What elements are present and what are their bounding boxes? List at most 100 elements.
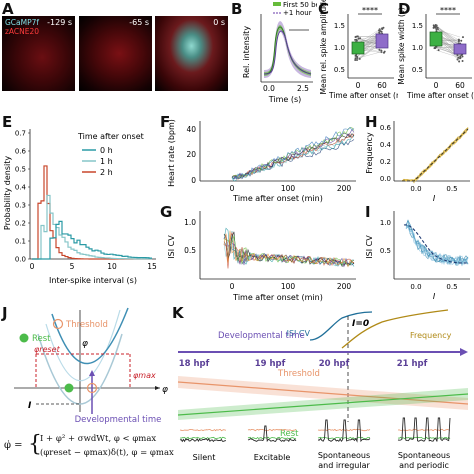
c-ylabel: Mean rel. spike amplitude bbox=[319, 0, 328, 94]
g-trace bbox=[223, 231, 355, 267]
data-point bbox=[458, 60, 461, 63]
c-box-0 bbox=[351, 41, 365, 55]
h-trace bbox=[401, 128, 469, 182]
k-regime-irregular-2: and irregular bbox=[318, 461, 370, 470]
h-ytick-2: 0.2 bbox=[380, 158, 391, 166]
j-threshold-label: Threshold bbox=[65, 320, 108, 330]
panel-i-chart: 1.0 0.5 ISI CV 0.0 0.5 I bbox=[365, 211, 470, 301]
c-significance: **** bbox=[362, 6, 378, 15]
k-regime-traces bbox=[179, 417, 451, 443]
e-ytick-label: 0.7 bbox=[15, 130, 26, 138]
f-trace bbox=[231, 133, 355, 179]
j-phi-reset: φreset bbox=[34, 345, 61, 354]
k-regime-excitable: Excitable bbox=[254, 453, 291, 462]
k-rest-trace bbox=[317, 436, 370, 440]
j-parabola-dark bbox=[51, 307, 129, 365]
data-point bbox=[457, 56, 460, 59]
f-ytick-1: 20 bbox=[186, 150, 196, 159]
h-frequency-traces bbox=[401, 127, 469, 184]
k-frequency-label: Frequency bbox=[410, 331, 452, 340]
g-ylabel: ISI CV bbox=[167, 235, 176, 259]
g-isicv-traces bbox=[223, 227, 355, 269]
k-regime-periodic-1: Spontaneous bbox=[398, 451, 450, 460]
data-point bbox=[437, 49, 440, 52]
i-xtick-1: 0.5 bbox=[446, 283, 457, 291]
f-trace bbox=[231, 127, 355, 180]
data-point bbox=[357, 37, 360, 40]
c-ytick-2: 0.5 bbox=[334, 66, 345, 74]
g-xtick-0: 0 bbox=[230, 282, 235, 291]
data-point bbox=[461, 55, 464, 58]
j-eq-line2: (φreset − φmax)δ(t), φ = φmax bbox=[40, 448, 174, 458]
k-threshold-trace bbox=[247, 428, 297, 432]
k-regime-silent: Silent bbox=[193, 453, 216, 462]
panel-label-a: A bbox=[2, 0, 14, 18]
k-stage-18: 18 hpf bbox=[179, 359, 210, 369]
k-regime-irregular-1: Spontaneous bbox=[318, 451, 370, 460]
data-point bbox=[380, 49, 383, 52]
h-model-fit bbox=[402, 128, 469, 182]
k-voltage-trace bbox=[247, 425, 297, 443]
f-trace bbox=[231, 133, 355, 181]
h-trace bbox=[401, 127, 469, 182]
i-ytick-0: 1.0 bbox=[380, 219, 391, 227]
h-xlabel: I bbox=[433, 194, 436, 203]
e-xtick-label: 0 bbox=[30, 262, 35, 271]
g-ytick-1: 0.5 bbox=[184, 246, 196, 255]
data-point bbox=[382, 26, 385, 29]
b-legend-0: First 50 beats bbox=[283, 1, 317, 9]
g-ytick-0: 1.0 bbox=[184, 218, 196, 227]
f-trace bbox=[231, 126, 355, 180]
b-ylabel: Rel. intensity bbox=[242, 26, 251, 78]
panel-label-g: G bbox=[160, 203, 173, 221]
microscopy-frame-3: 0 s bbox=[155, 16, 228, 91]
c-xtick-1: 60 bbox=[377, 81, 387, 90]
i-ytick-1: 0.5 bbox=[380, 247, 391, 255]
e-ytick-label: 0.4 bbox=[15, 184, 27, 192]
data-point bbox=[354, 57, 357, 60]
j-rest-point bbox=[64, 383, 74, 393]
h-xtick-0: 0.0 bbox=[410, 185, 421, 193]
f-xtick-0: 0 bbox=[230, 184, 235, 193]
e-ytick-label: 0.2 bbox=[15, 220, 26, 228]
b-mean-purple bbox=[263, 30, 312, 75]
j-devtime-label: Developmental time bbox=[75, 415, 162, 425]
b-xtick-1: 2.5 bbox=[297, 84, 309, 93]
k-rest-label: Rest bbox=[280, 429, 299, 439]
timestamp-2: -65 s bbox=[129, 18, 149, 27]
j-eq-lhs: φ̇ = bbox=[4, 440, 23, 451]
e-xticks: 0 5 10 15 bbox=[30, 262, 157, 271]
k-rest-trace bbox=[179, 436, 227, 440]
h-ytick-1: 0.4 bbox=[380, 141, 392, 149]
g-xlabel: Time after onset (min) bbox=[232, 293, 323, 302]
e-ytick-label: 0.1 bbox=[15, 238, 26, 246]
h-trace bbox=[401, 127, 469, 184]
microscopy-frame-1: GCaMP7f zACNE20 -129 s bbox=[2, 16, 75, 91]
i-ylabel: ISI CV bbox=[365, 235, 374, 259]
data-point bbox=[435, 28, 438, 31]
h-trace bbox=[401, 127, 469, 182]
j-phi-max: φmax bbox=[133, 371, 156, 380]
k-stage-20: 20 hpf bbox=[319, 359, 350, 369]
h-trace bbox=[401, 127, 469, 182]
j-phi-dot-label: φ bbox=[82, 339, 88, 349]
paired-line bbox=[435, 25, 461, 44]
g-xtick-1: 100 bbox=[281, 282, 296, 291]
panel-h-chart: 0.6 0.4 0.2 0.0 Frequency 0.0 0.5 I bbox=[365, 121, 470, 203]
k-voltage-trace bbox=[397, 417, 451, 442]
i-trace bbox=[405, 226, 469, 267]
k-threshold-trace bbox=[397, 428, 451, 432]
j-legend-rest-icon bbox=[19, 333, 29, 343]
b-xtick-0: 0.0 bbox=[263, 84, 275, 93]
e-ytick-label: 0.3 bbox=[15, 202, 26, 210]
k-threshold-trace bbox=[317, 428, 371, 432]
e-xlabel: Inter-spike interval (s) bbox=[49, 276, 137, 285]
e-hist-0h bbox=[32, 220, 152, 260]
i-xlabel: I bbox=[433, 292, 436, 301]
panel-c-chart: **** 1.5 1.0 0.5 Mean rel. spike amplitu… bbox=[319, 0, 398, 100]
panel-label-k: K bbox=[172, 304, 184, 322]
data-point bbox=[356, 59, 359, 62]
panel-b-chart: Rel. intensity 0.0 2.5 Time (s) First 50… bbox=[242, 1, 317, 104]
data-point bbox=[354, 58, 357, 61]
d-xtick-1: 60 bbox=[455, 81, 465, 90]
